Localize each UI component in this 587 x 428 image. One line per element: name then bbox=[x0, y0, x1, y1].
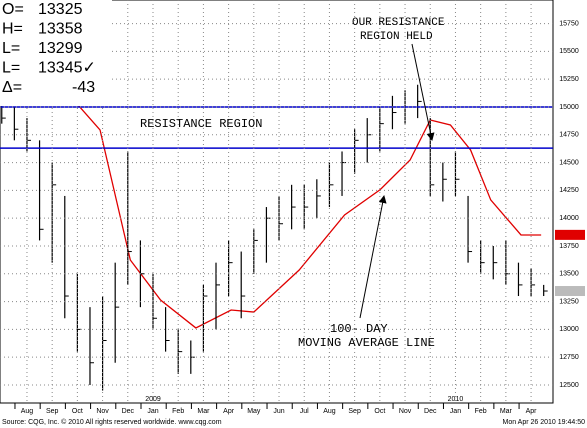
x-tick-label: Sep bbox=[46, 408, 59, 415]
year-label: 2009 bbox=[145, 396, 161, 403]
header-value: -43 bbox=[72, 79, 95, 96]
header-value: 13345✓ bbox=[38, 60, 96, 77]
y-tick-label: 14250 bbox=[559, 187, 579, 194]
x-tick-label: Oct bbox=[72, 408, 83, 415]
y-tick-label: 14500 bbox=[559, 159, 579, 166]
x-tick-label: Dec bbox=[424, 408, 437, 415]
y-tick-label: 15000 bbox=[559, 104, 579, 111]
annotation: REGION HELD bbox=[360, 31, 433, 43]
arrow bbox=[359, 195, 387, 319]
x-tick-label: Aug bbox=[323, 408, 336, 415]
header-label: L= bbox=[2, 40, 20, 57]
x-tick-label: Jul bbox=[300, 408, 309, 415]
header-value: 13325 bbox=[38, 1, 83, 18]
x-tick-label: Jan bbox=[147, 408, 158, 415]
y-tick-label: 12750 bbox=[559, 354, 579, 361]
y-tick-label: 15500 bbox=[559, 48, 579, 55]
ohlc-header: O= 13325 H= 13358 L= 13299 L= 13345✓ Δ= -43 bbox=[0, 0, 112, 106]
x-tick-label: Sep bbox=[348, 408, 361, 415]
y-tick-label: 13000 bbox=[559, 326, 579, 333]
x-tick-label: Mar bbox=[197, 408, 210, 415]
y-tick-label: 14000 bbox=[559, 215, 579, 222]
x-tick-label: Dec bbox=[122, 408, 135, 415]
header-label: L= bbox=[2, 60, 20, 77]
y-tick-label: 12500 bbox=[559, 382, 579, 389]
x-tick-label: Feb bbox=[172, 408, 184, 415]
x-tick-label: Apr bbox=[223, 408, 235, 415]
y-tick-label: 15250 bbox=[559, 76, 579, 83]
x-tick-label: Oct bbox=[374, 408, 385, 415]
x-tick-label: Nov bbox=[399, 408, 412, 415]
annotation: MOVING AVERAGE LINE bbox=[298, 336, 435, 350]
x-tick-label: Jan bbox=[450, 408, 461, 415]
x-tick-label: Aug bbox=[21, 408, 34, 415]
last-value-box bbox=[555, 229, 585, 240]
x-tick-label: Apr bbox=[526, 408, 538, 415]
x-tick-label: Jun bbox=[273, 408, 284, 415]
source: Source: CQG, Inc. © 2010 All rights rese… bbox=[2, 418, 222, 426]
year-label: 2010 bbox=[448, 396, 464, 403]
y-tick-label: 13750 bbox=[559, 243, 579, 250]
annotation: RESISTANCE REGION bbox=[140, 117, 262, 131]
moving-average bbox=[64, 89, 542, 329]
y-tick-label: 14750 bbox=[559, 132, 579, 139]
x-tick-label: May bbox=[247, 408, 261, 415]
x-tick-label: Feb bbox=[475, 408, 487, 415]
y-tick-label: 15750 bbox=[559, 20, 579, 27]
last-value-box bbox=[555, 286, 585, 297]
header-label: O= bbox=[2, 1, 24, 18]
header-label: Δ= bbox=[2, 79, 22, 96]
annotation: 100- DAY bbox=[330, 322, 388, 336]
arrow bbox=[411, 43, 435, 141]
timestamp: Mon Apr 26 2010 19:44:50 bbox=[502, 419, 585, 426]
annotation: OUR RESISTANCE bbox=[352, 17, 445, 29]
x-tick-label: Mar bbox=[500, 408, 513, 415]
y-tick-label: 13500 bbox=[559, 271, 579, 278]
plot-frame bbox=[0, 0, 554, 404]
header-label: H= bbox=[2, 21, 23, 38]
x-tick-label: Nov bbox=[96, 408, 109, 415]
header-bg bbox=[0, 0, 112, 106]
header-value: 13358 bbox=[38, 21, 83, 38]
header-value: 13299 bbox=[38, 40, 83, 57]
y-tick-label: 13250 bbox=[559, 298, 579, 305]
